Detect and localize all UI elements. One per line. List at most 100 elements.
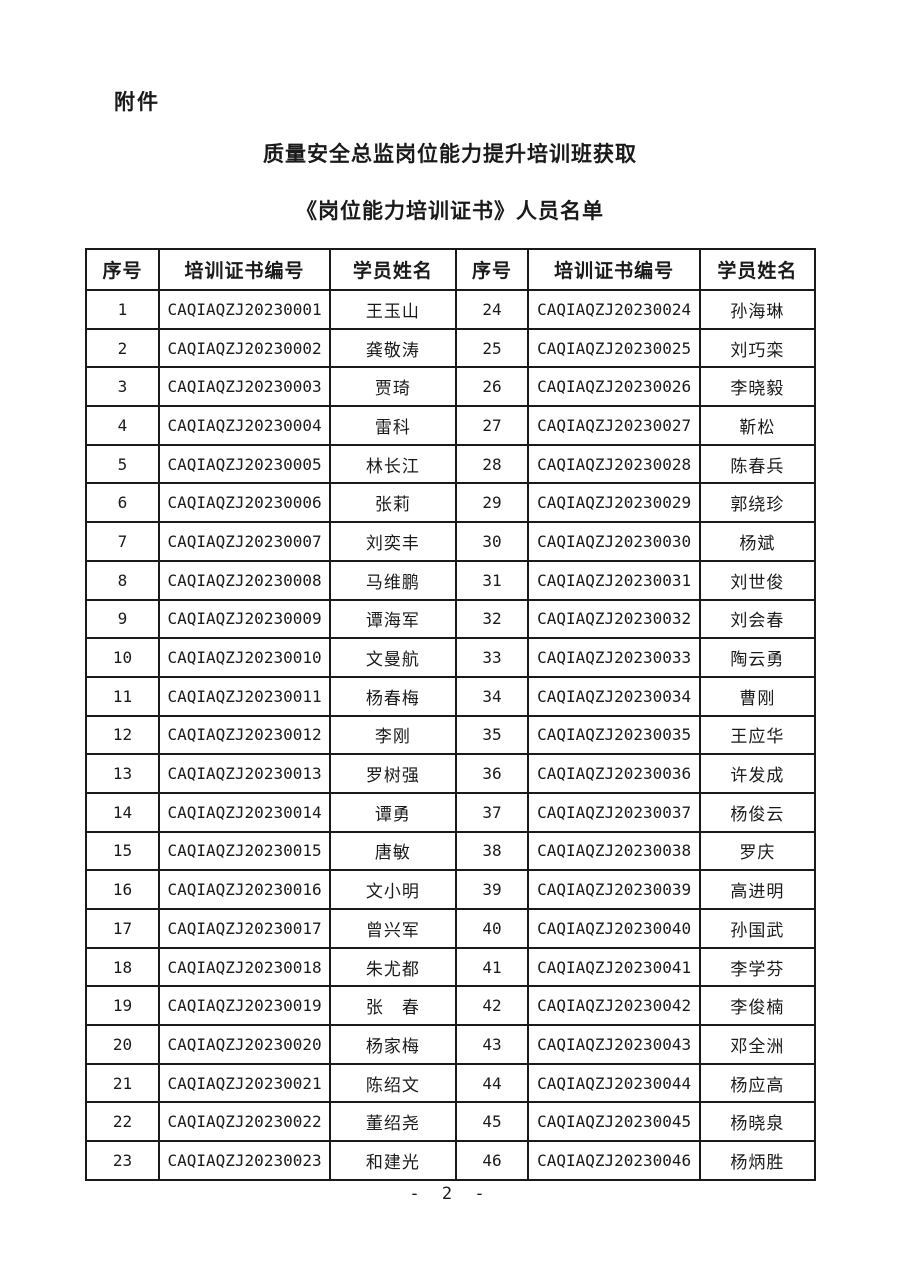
serial-cell: 29 xyxy=(454,482,530,524)
certificate-number-cell: CAQIAQZJ20230015 xyxy=(157,830,332,872)
student-name-cell: 文小明 xyxy=(329,869,457,910)
certificate-number-cell: CAQIAQZJ20230014 xyxy=(157,791,332,833)
certificate-number-header: 培训证书编号 xyxy=(157,248,332,291)
student-name-cell: 马维鹏 xyxy=(329,559,457,601)
student-name-cell: 邓全洲 xyxy=(698,1024,817,1065)
student-name-cell: 张 春 xyxy=(329,985,457,1027)
serial-cell: 6 xyxy=(85,482,160,524)
student-name-cell: 王玉山 xyxy=(329,289,457,330)
student-name-cell: 陶云勇 xyxy=(698,637,817,678)
serial-cell: 33 xyxy=(454,637,530,678)
certificate-number-cell: CAQIAQZJ20230039 xyxy=(527,869,701,910)
student-name-cell: 孙国武 xyxy=(698,908,817,949)
certificate-number-cell: CAQIAQZJ20230020 xyxy=(157,1024,332,1065)
student-name-cell: 朱尤都 xyxy=(329,946,457,988)
certificate-number-cell: CAQIAQZJ20230016 xyxy=(157,869,332,910)
table-row: 22 CAQIAQZJ20230022 董绍尧 45 CAQIAQZJ20230045 杨… xyxy=(85,1101,817,1143)
student-name-cell: 杨斌 xyxy=(698,521,817,562)
student-name-cell: 李刚 xyxy=(329,714,457,756)
serial-cell: 21 xyxy=(85,1062,160,1104)
student-name-cell: 贾琦 xyxy=(329,366,457,408)
serial-cell: 26 xyxy=(454,366,530,408)
serial-cell: 13 xyxy=(85,753,160,794)
student-name-cell: 靳松 xyxy=(698,405,817,446)
serial-cell: 20 xyxy=(85,1024,160,1065)
certificate-number-cell: CAQIAQZJ20230019 xyxy=(157,985,332,1027)
certificate-number-cell: CAQIAQZJ20230007 xyxy=(157,521,332,562)
table-row: 18 CAQIAQZJ20230018 朱尤都 41 CAQIAQZJ20230041 李… xyxy=(85,946,817,988)
serial-cell: 8 xyxy=(85,559,160,601)
table-row: 6 CAQIAQZJ20230006 张莉 29 CAQIAQZJ20230029 郭绕珍 xyxy=(85,482,817,524)
certificate-number-cell: CAQIAQZJ20230028 xyxy=(527,443,701,485)
table-row: 16 CAQIAQZJ20230016 文小明 39 CAQIAQZJ20230039 高… xyxy=(85,869,817,910)
serial-cell: 43 xyxy=(454,1024,530,1065)
serial-cell: 27 xyxy=(454,405,530,446)
serial-cell: 38 xyxy=(454,830,530,872)
student-name-cell: 罗庆 xyxy=(698,830,817,872)
table-body: 1 CAQIAQZJ20230001 王玉山 24 CAQIAQZJ20230024 孙海… xyxy=(85,289,817,1181)
student-name-cell: 杨晓泉 xyxy=(698,1101,817,1143)
certificate-number-cell: CAQIAQZJ20230003 xyxy=(157,366,332,408)
certificate-number-cell: CAQIAQZJ20230027 xyxy=(527,405,701,446)
certificate-number-cell: CAQIAQZJ20230006 xyxy=(157,482,332,524)
serial-cell: 10 xyxy=(85,637,160,678)
certificate-number-cell: CAQIAQZJ20230041 xyxy=(527,946,701,988)
student-name-cell: 罗树强 xyxy=(329,753,457,794)
student-name-cell: 唐敏 xyxy=(329,830,457,872)
serial-cell: 15 xyxy=(85,830,160,872)
serial-cell: 19 xyxy=(85,985,160,1027)
student-name-cell: 杨应高 xyxy=(698,1062,817,1104)
certificate-number-cell: CAQIAQZJ20230002 xyxy=(157,327,332,369)
student-name-cell: 刘奕丰 xyxy=(329,521,457,562)
serial-cell: 39 xyxy=(454,869,530,910)
certificate-number-cell: CAQIAQZJ20230031 xyxy=(527,559,701,601)
serial-cell: 11 xyxy=(85,675,160,717)
certificate-number-cell: CAQIAQZJ20230037 xyxy=(527,791,701,833)
student-name-cell: 陈春兵 xyxy=(698,443,817,485)
student-name-cell: 高进明 xyxy=(698,869,817,910)
certificate-number-cell: CAQIAQZJ20230023 xyxy=(157,1140,332,1181)
serial-cell: 9 xyxy=(85,598,160,640)
serial-cell: 42 xyxy=(454,985,530,1027)
certificate-number-cell: CAQIAQZJ20230045 xyxy=(527,1101,701,1143)
serial-cell: 32 xyxy=(454,598,530,640)
student-name-cell: 谭海军 xyxy=(329,598,457,640)
serial-cell: 30 xyxy=(454,521,530,562)
serial-cell: 5 xyxy=(85,443,160,485)
student-name-cell: 曾兴军 xyxy=(329,908,457,949)
table-row: 1 CAQIAQZJ20230001 王玉山 24 CAQIAQZJ20230024 孙海… xyxy=(85,289,817,330)
serial-cell: 4 xyxy=(85,405,160,446)
table-row: 3 CAQIAQZJ20230003 贾琦 26 CAQIAQZJ20230026 李晓毅 xyxy=(85,366,817,408)
student-name-cell: 龚敬涛 xyxy=(329,327,457,369)
certificate-number-cell: CAQIAQZJ20230030 xyxy=(527,521,701,562)
certificate-number-cell: CAQIAQZJ20230010 xyxy=(157,637,332,678)
student-name-cell: 刘会春 xyxy=(698,598,817,640)
student-name-cell: 刘世俊 xyxy=(698,559,817,601)
table-row: 19 CAQIAQZJ20230019 张 春 42 CAQIAQZJ20230042 李… xyxy=(85,985,817,1027)
certificate-number-cell: CAQIAQZJ20230042 xyxy=(527,985,701,1027)
table-row: 11 CAQIAQZJ20230011 杨春梅 34 CAQIAQZJ20230034 曹… xyxy=(85,675,817,717)
page-number: - 2 - xyxy=(409,1184,491,1204)
student-name-cell: 许发成 xyxy=(698,753,817,794)
student-name-cell: 林长江 xyxy=(329,443,457,485)
student-name-cell: 杨春梅 xyxy=(329,675,457,717)
table-row: 13 CAQIAQZJ20230013 罗树强 36 CAQIAQZJ20230036 许… xyxy=(85,753,817,794)
table-header-row: 序号 培训证书编号 学员姓名 序号 培训证书编号 学员姓名 xyxy=(85,248,817,291)
serial-cell: 24 xyxy=(454,289,530,330)
certificate-number-cell: CAQIAQZJ20230046 xyxy=(527,1140,701,1181)
table-row: 7 CAQIAQZJ20230007 刘奕丰 30 CAQIAQZJ20230030 杨斌 xyxy=(85,521,817,562)
serial-cell: 34 xyxy=(454,675,530,717)
student-name-cell: 杨家梅 xyxy=(329,1024,457,1065)
certificate-number-cell: CAQIAQZJ20230026 xyxy=(527,366,701,408)
certificate-number-cell: CAQIAQZJ20230005 xyxy=(157,443,332,485)
serial-cell: 3 xyxy=(85,366,160,408)
certificate-number-cell: CAQIAQZJ20230036 xyxy=(527,753,701,794)
document-title-line1: 质量安全总监岗位能力提升培训班获取 xyxy=(263,142,637,166)
serial-cell: 12 xyxy=(85,714,160,756)
table-row: 10 CAQIAQZJ20230010 文曼航 33 CAQIAQZJ20230033 陶… xyxy=(85,637,817,678)
serial-cell: 37 xyxy=(454,791,530,833)
table-row: 21 CAQIAQZJ20230021 陈绍文 44 CAQIAQZJ20230044 杨… xyxy=(85,1062,817,1104)
serial-cell: 25 xyxy=(454,327,530,369)
student-name-cell: 孙海琳 xyxy=(698,289,817,330)
student-name-cell: 和建光 xyxy=(329,1140,457,1181)
